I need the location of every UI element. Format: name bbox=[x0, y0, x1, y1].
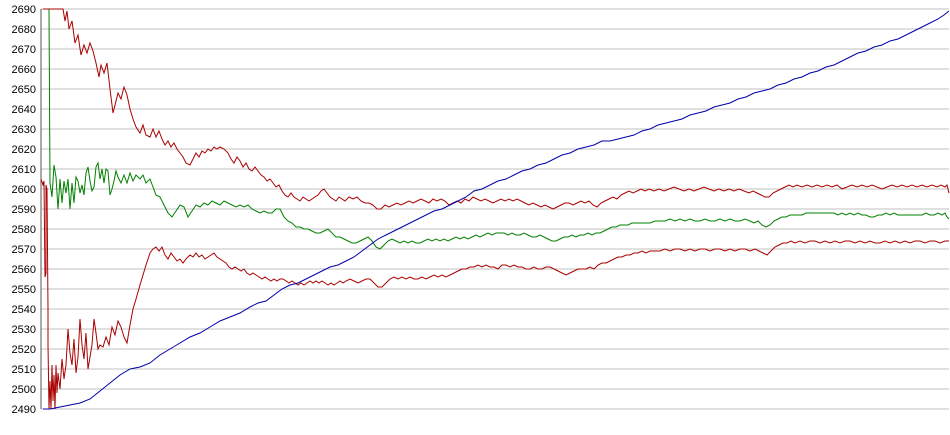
y-tick-label: 2660 bbox=[12, 64, 36, 76]
y-tick-label: 2640 bbox=[12, 104, 36, 116]
y-tick-label: 2650 bbox=[12, 84, 36, 96]
series-red-lower bbox=[40, 178, 949, 410]
y-tick-label: 2570 bbox=[12, 244, 36, 256]
y-tick-label: 2530 bbox=[12, 324, 36, 336]
series-red-upper bbox=[43, 8, 950, 210]
y-tick-label: 2560 bbox=[12, 264, 36, 276]
y-tick-label: 2680 bbox=[12, 24, 36, 36]
y-tick-label: 2510 bbox=[12, 364, 36, 376]
y-tick-label: 2690 bbox=[12, 4, 36, 16]
y-tick-label: 2490 bbox=[12, 404, 36, 416]
y-tick-label: 2620 bbox=[12, 144, 36, 156]
y-tick-label: 2550 bbox=[12, 284, 36, 296]
y-tick-label: 2540 bbox=[12, 304, 36, 316]
y-tick-label: 2500 bbox=[12, 384, 36, 396]
y-tick-label: 2600 bbox=[12, 184, 36, 196]
y-tick-label: 2590 bbox=[12, 204, 36, 216]
y-tick-label: 2630 bbox=[12, 124, 36, 136]
y-tick-label: 2670 bbox=[12, 44, 36, 56]
series-green-mid bbox=[48, 8, 950, 250]
series-blue-rising bbox=[43, 10, 950, 410]
y-tick-label: 2520 bbox=[12, 344, 36, 356]
y-tick-label: 2580 bbox=[12, 224, 36, 236]
y-tick-label: 2610 bbox=[12, 164, 36, 176]
